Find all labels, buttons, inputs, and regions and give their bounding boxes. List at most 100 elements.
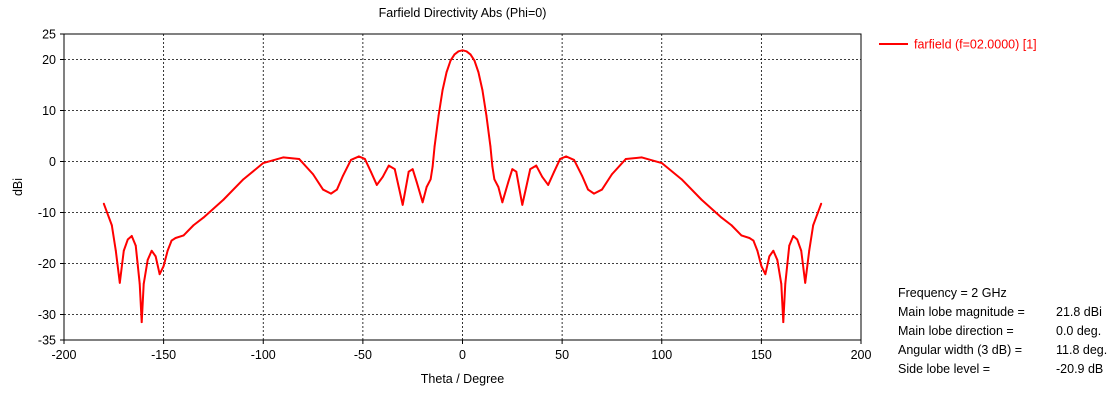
series-point bbox=[796, 238, 799, 241]
series-point bbox=[764, 273, 767, 276]
series-point bbox=[411, 168, 414, 171]
series-point bbox=[262, 162, 265, 164]
x-tick-label: 150 bbox=[751, 348, 772, 362]
series-point bbox=[433, 145, 436, 148]
series-point bbox=[507, 181, 510, 183]
series-point bbox=[553, 170, 556, 173]
x-axis-label: Theta / Degree bbox=[421, 372, 504, 386]
series-point bbox=[700, 198, 703, 201]
info-main-lobe-magnitude-label: Main lobe magnitude = bbox=[898, 305, 1025, 319]
series-point bbox=[142, 283, 145, 285]
series-point bbox=[158, 273, 161, 276]
series-point bbox=[752, 239, 755, 242]
series-point bbox=[445, 71, 448, 74]
info-main-lobe-magnitude: Main lobe magnitude = 21.8 dBi bbox=[898, 303, 1107, 322]
info-angular-width-label: Angular width (3 dB) = bbox=[898, 343, 1023, 357]
series-point bbox=[421, 201, 424, 204]
series-point bbox=[593, 192, 595, 195]
x-tick-label: -200 bbox=[51, 348, 76, 362]
series-point bbox=[587, 188, 589, 191]
series-point bbox=[547, 184, 550, 186]
series-point bbox=[138, 283, 141, 285]
info-angular-width-value: 11.8 deg. bbox=[1056, 343, 1108, 357]
series-point bbox=[529, 168, 532, 171]
info-frequency-label: Frequency = 2 GHz bbox=[898, 286, 1007, 300]
y-tick-label: 10 bbox=[42, 104, 56, 118]
series-point bbox=[611, 173, 613, 176]
info-main-lobe-direction-label: Main lobe direction = bbox=[898, 324, 1014, 338]
info-main-lobe-magnitude-value: 21.8 dBi bbox=[1056, 305, 1102, 319]
series-point bbox=[485, 114, 488, 117]
chart-title: Farfield Directivity Abs (Phi=0) bbox=[379, 6, 547, 20]
series-point bbox=[415, 181, 418, 183]
series-point bbox=[182, 234, 185, 237]
series-point bbox=[441, 89, 444, 91]
x-tick-label: -150 bbox=[151, 348, 176, 362]
series-point bbox=[581, 174, 583, 177]
y-tick-label: 0 bbox=[49, 155, 56, 169]
series-point bbox=[624, 158, 627, 160]
series-point bbox=[521, 203, 524, 206]
series-point bbox=[330, 192, 332, 195]
series-point bbox=[387, 164, 390, 167]
series-point bbox=[457, 50, 460, 53]
x-tick-label: 200 bbox=[851, 348, 872, 362]
y-tick-label: -20 bbox=[38, 257, 56, 271]
series-point bbox=[126, 238, 129, 241]
series-point bbox=[784, 283, 787, 285]
series-point bbox=[363, 158, 366, 160]
series-point bbox=[782, 321, 785, 324]
series-point bbox=[493, 178, 496, 181]
series-point bbox=[222, 198, 225, 201]
series-point bbox=[150, 249, 153, 252]
series-point bbox=[601, 188, 603, 191]
series-point bbox=[134, 244, 137, 247]
series-point bbox=[118, 281, 121, 284]
series-point bbox=[481, 89, 484, 91]
series-point bbox=[501, 201, 504, 204]
series-point bbox=[350, 159, 352, 161]
series-point bbox=[130, 235, 133, 237]
series-point bbox=[375, 184, 378, 186]
series-point bbox=[122, 249, 125, 252]
series-point bbox=[114, 249, 117, 252]
series-point bbox=[573, 159, 575, 161]
series-point bbox=[780, 283, 783, 285]
series-point bbox=[491, 165, 494, 168]
x-tick-label: 50 bbox=[555, 348, 569, 362]
series-point bbox=[804, 281, 807, 284]
series-point bbox=[640, 156, 643, 159]
series-point bbox=[477, 71, 480, 74]
series-point bbox=[397, 186, 400, 188]
series-point bbox=[146, 259, 149, 261]
series-point bbox=[322, 188, 324, 191]
series-point bbox=[473, 59, 476, 62]
series-point bbox=[800, 249, 803, 252]
info-side-lobe-level-label: Side lobe level = bbox=[898, 362, 991, 376]
series-point bbox=[808, 249, 811, 252]
series-point bbox=[242, 178, 245, 181]
x-tick-label: 0 bbox=[459, 348, 466, 362]
series-point bbox=[730, 224, 733, 227]
series-point bbox=[792, 235, 795, 237]
series-point bbox=[102, 202, 105, 205]
series-point bbox=[425, 186, 428, 188]
series-point bbox=[756, 249, 759, 252]
series-point bbox=[748, 237, 751, 239]
info-frequency: Frequency = 2 GHz bbox=[898, 284, 1107, 303]
series-point bbox=[202, 216, 205, 219]
series-point bbox=[381, 175, 384, 178]
y-tick-label: -30 bbox=[38, 308, 56, 322]
series-point bbox=[449, 59, 452, 62]
y-tick-label: -35 bbox=[38, 334, 56, 348]
series-point bbox=[312, 173, 314, 176]
series-point bbox=[140, 321, 143, 324]
info-angular-width: Angular width (3 dB) = 11.8 deg. bbox=[898, 341, 1107, 360]
legend-label: farfield (f=02.0000) [1] bbox=[914, 38, 1037, 52]
info-main-lobe-direction: Main lobe direction = 0.0 deg. bbox=[898, 322, 1107, 341]
series-point bbox=[565, 155, 568, 158]
series-point bbox=[298, 158, 301, 160]
series-point bbox=[776, 259, 779, 261]
series-point bbox=[497, 186, 500, 188]
